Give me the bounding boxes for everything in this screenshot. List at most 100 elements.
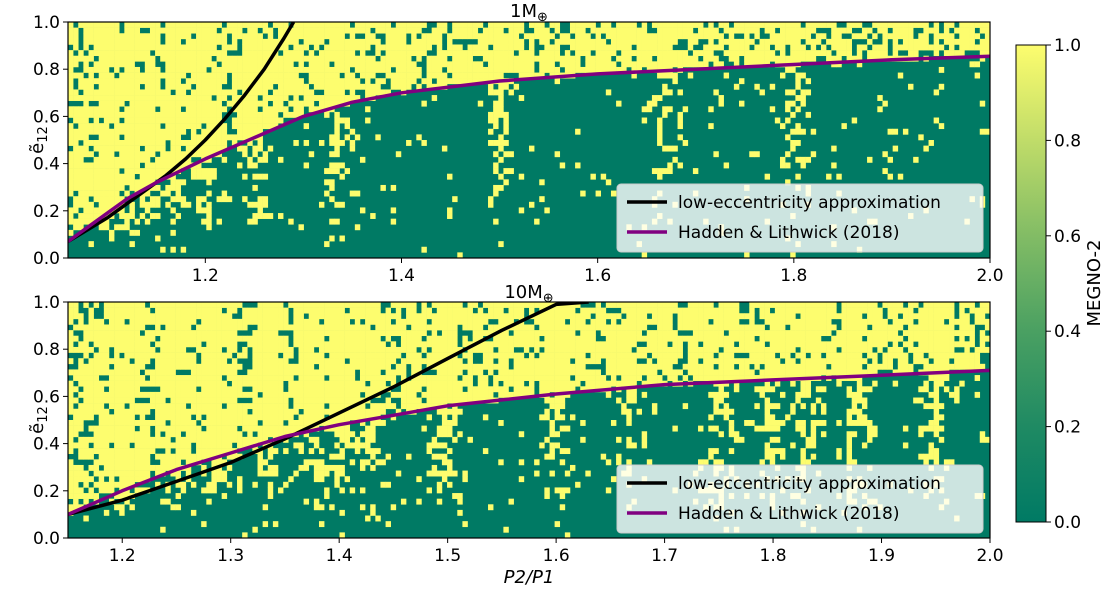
heatmap-cell (293, 420, 299, 426)
heatmap-cell (590, 358, 596, 365)
heatmap-cell (431, 313, 438, 320)
heatmap-cell (68, 464, 74, 471)
heatmap-cell (211, 481, 217, 488)
heatmap-cell (385, 38, 391, 45)
heatmap-cell (805, 22, 812, 28)
heatmap-cell (539, 38, 545, 45)
heatmap-cell (185, 83, 192, 90)
heatmap-cell (216, 313, 222, 320)
heatmap-cell (938, 83, 945, 90)
heatmap-cell (221, 44, 228, 51)
heatmap-cell (247, 156, 253, 163)
heatmap-cell (416, 44, 422, 51)
heatmap-cell (288, 66, 294, 73)
heatmap-cell (318, 386, 325, 393)
heatmap-cell (134, 38, 141, 45)
heatmap-cell (160, 190, 166, 197)
heatmap-cell (170, 470, 176, 477)
heatmap-cell (124, 369, 130, 376)
heatmap-cell (370, 504, 376, 511)
heatmap-cell (421, 403, 427, 410)
heatmap-cell (221, 106, 228, 113)
heatmap-cell (216, 117, 222, 124)
heatmap-cell (124, 470, 130, 477)
heatmap-cell (190, 106, 197, 113)
heatmap-cell (539, 179, 545, 186)
heatmap-cell (98, 33, 105, 40)
heatmap-cell (114, 453, 120, 460)
heatmap-cell (339, 117, 345, 124)
heatmap-cell (641, 22, 648, 28)
heatmap-cell (68, 420, 74, 426)
heatmap-cell (134, 162, 141, 169)
heatmap-cell (124, 78, 130, 85)
heatmap-cell (303, 307, 310, 314)
heatmap-cell (370, 420, 376, 426)
heatmap-cell (339, 173, 345, 180)
heatmap-cell (98, 436, 105, 443)
heatmap-cell (165, 66, 171, 73)
heatmap-cell (329, 307, 335, 314)
heatmap-cell (359, 50, 366, 57)
heatmap-cell (498, 302, 504, 308)
heatmap-cell (354, 38, 361, 45)
heatmap-cell (129, 241, 135, 248)
heatmap-cell (365, 66, 371, 73)
heatmap-cell (160, 363, 166, 370)
heatmap-cell (764, 27, 771, 34)
heatmap-cell (436, 341, 443, 348)
heatmap-cell (759, 22, 765, 28)
heatmap-cell (662, 89, 668, 96)
heatmap-cell (93, 330, 100, 337)
heatmap-cell (375, 352, 381, 359)
heatmap-cell (508, 375, 514, 381)
heatmap-cell (375, 358, 381, 365)
heatmap-cell (278, 397, 284, 404)
heatmap-cell (872, 33, 878, 40)
heatmap-cell (144, 436, 151, 443)
heatmap-cell (124, 341, 130, 348)
heatmap-cell (88, 190, 94, 197)
heatmap-cell (313, 414, 320, 421)
heatmap-cell (124, 140, 130, 146)
heatmap-cell (288, 408, 294, 415)
heatmap-cell (247, 403, 253, 410)
heatmap-cell (170, 106, 176, 113)
heatmap-cell (298, 100, 304, 107)
heatmap-cell (298, 330, 304, 337)
heatmap-cell (190, 453, 197, 460)
heatmap-cell (88, 151, 94, 158)
heatmap-cell (144, 380, 151, 387)
heatmap-cell (68, 431, 74, 438)
heatmap-cell (93, 493, 100, 499)
heatmap-cell (513, 83, 520, 90)
heatmap-cell (93, 89, 100, 96)
heatmap-cell (406, 330, 412, 337)
heatmap-cell (201, 391, 207, 398)
heatmap-cell (529, 307, 535, 314)
heatmap-cell (170, 173, 176, 180)
heatmap-cell (815, 22, 822, 28)
heatmap-cell (339, 431, 345, 438)
heatmap-cells (68, 22, 990, 258)
heatmap-cell (267, 352, 274, 359)
heatmap-cell (436, 78, 443, 85)
heatmap-cell (114, 380, 120, 387)
heatmap-cell (149, 375, 156, 381)
heatmap-cell (185, 302, 192, 308)
heatmap-cell (585, 55, 591, 62)
heatmap-cell (108, 470, 115, 477)
heatmap-cell (324, 307, 330, 314)
heatmap-cell (339, 50, 345, 57)
heatmap-cell (98, 425, 105, 432)
heatmap-cell (846, 22, 852, 28)
heatmap-cell (206, 436, 212, 443)
heatmap-cell (662, 145, 668, 152)
heatmap-cell (242, 128, 248, 135)
heatmap-cell (529, 50, 535, 57)
heatmap-cell (201, 44, 207, 51)
heatmap-cell (160, 498, 166, 505)
heatmap-cell (359, 403, 366, 410)
heatmap-cell (283, 391, 289, 398)
heatmap-cell (308, 358, 315, 365)
